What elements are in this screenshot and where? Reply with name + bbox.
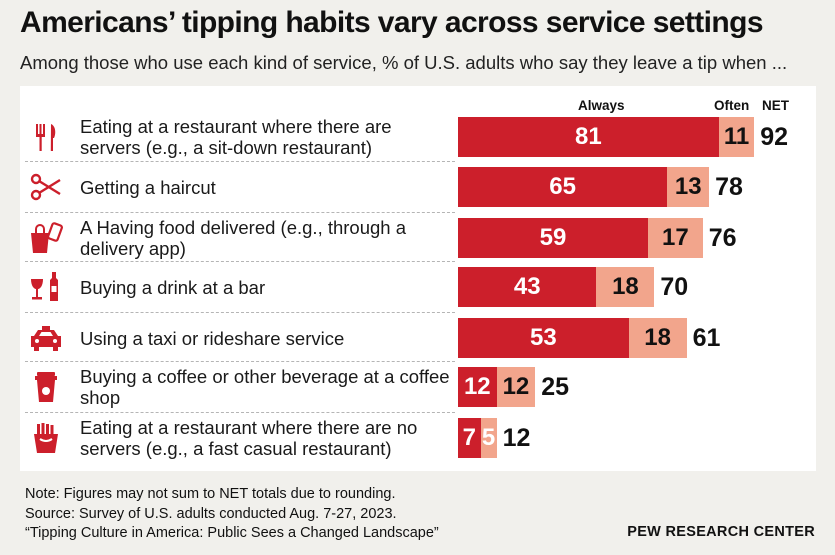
net-value: 78 [715, 172, 743, 201]
fork-knife-icon [28, 119, 64, 155]
net-value: 92 [760, 122, 789, 151]
often-bar: 5 [480, 418, 497, 458]
category-label: Eating at a restaurant where there are n… [80, 417, 418, 459]
row-divider [25, 212, 455, 213]
net-value: 61 [692, 323, 721, 352]
net-value: 76 [708, 223, 737, 252]
coffee-cup-icon [28, 369, 64, 405]
category-label: Buying a drink at a bar [80, 276, 266, 298]
chart-title: Americans’ tipping habits vary across se… [20, 6, 764, 39]
often-bar: 18 [628, 318, 687, 358]
row-divider [25, 261, 455, 262]
always-bar: 7 [458, 418, 481, 458]
row-divider [25, 312, 455, 313]
often-bar: 12 [496, 367, 536, 407]
net-value: 70 [660, 272, 689, 301]
always-bar: 43 [458, 267, 597, 307]
fries-icon [28, 420, 64, 456]
category-label: Buying a coffee or other beverage at a c… [80, 366, 450, 408]
net-column-header: NET [762, 98, 789, 113]
taxi-icon [28, 320, 64, 356]
row-divider [25, 161, 455, 162]
always-bar: 59 [458, 218, 648, 258]
always-column-header: Always [578, 98, 625, 113]
net-value: 25 [541, 372, 570, 401]
often-bar: 18 [596, 267, 655, 307]
often-bar: 17 [647, 218, 703, 258]
brand-logo-text: PEW RESEARCH CENTER [627, 524, 815, 540]
often-column-header: Often [714, 98, 750, 113]
net-value: 12 [502, 423, 531, 452]
always-bar: 12 [458, 367, 497, 407]
row-divider [25, 361, 455, 362]
often-bar: 11 [718, 117, 755, 157]
category-label: Eating at a restaurant where there are s… [80, 116, 392, 158]
source-line: Source: Survey of U.S. adults conducted … [25, 505, 397, 522]
report-title-line: “Tipping Culture in America: Public Sees… [25, 525, 439, 541]
often-bar: 13 [667, 167, 710, 207]
category-label: Using a taxi or rideshare service [80, 327, 345, 349]
footnotes: Note: Figures may not sum to NET totals … [25, 485, 439, 544]
note-line: Note: Figures may not sum to NET totals … [25, 486, 396, 502]
chart-subtitle: Among those who use each kind of service… [20, 52, 788, 73]
category-label: A Having food delivered (e.g., through a… [80, 217, 407, 259]
row-divider [25, 412, 455, 413]
scissors-icon [28, 169, 64, 205]
category-label: Getting a haircut [80, 176, 216, 198]
always-bar: 53 [458, 318, 629, 358]
wine-glass-bottle-icon [28, 269, 64, 305]
always-bar: 65 [458, 167, 668, 207]
delivery-bag-phone-icon [28, 220, 64, 256]
always-bar: 81 [458, 117, 719, 157]
